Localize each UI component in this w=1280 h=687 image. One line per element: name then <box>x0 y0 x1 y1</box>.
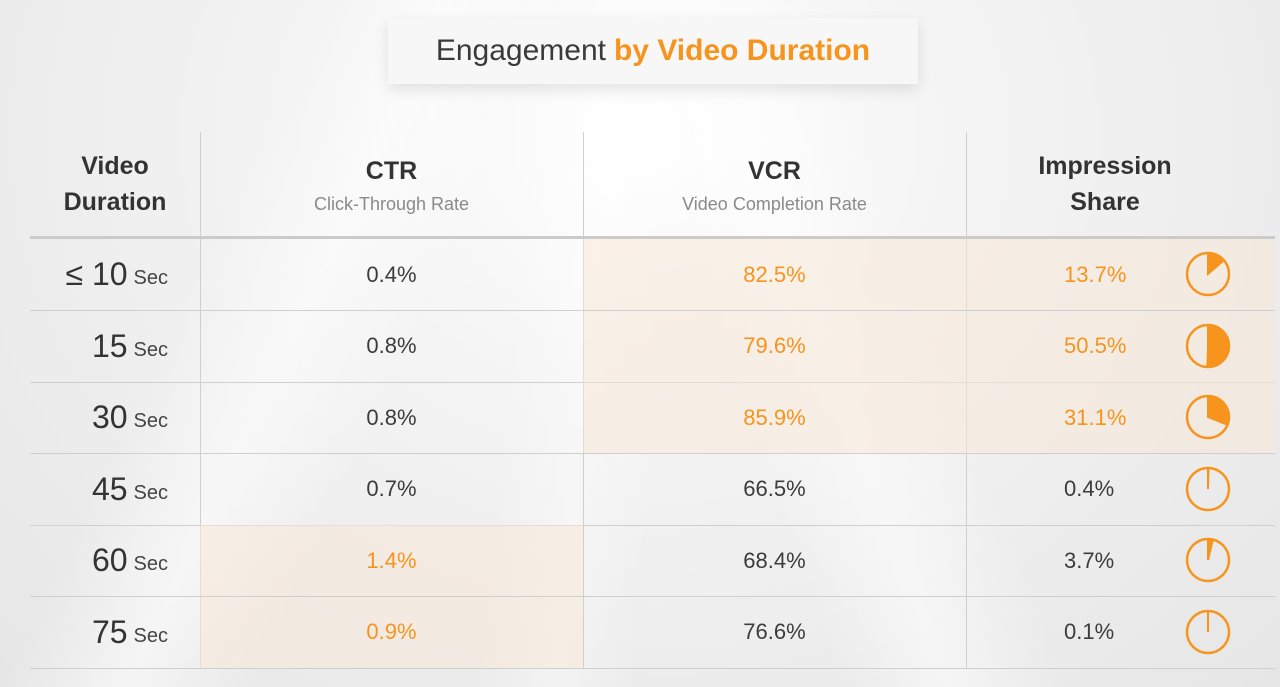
duration-value: 45 <box>91 470 128 507</box>
impression-share-value: 0.4% <box>1064 476 1115 501</box>
ctr-cell: 0.4% <box>200 239 583 310</box>
vcr-cell: 76.6% <box>583 597 966 668</box>
vcr-cell: 82.5% <box>583 239 966 310</box>
impression-share-value: 0.1% <box>1064 619 1115 644</box>
vcr-cell: 68.4% <box>583 525 966 596</box>
duration-unit: Sec <box>133 481 168 504</box>
vcr-value: 82.5% <box>743 261 806 287</box>
share-pie-icon <box>1185 251 1231 297</box>
vcr-cell: 79.6% <box>583 310 966 382</box>
duration-value: 30 <box>91 399 128 435</box>
pie-slice <box>1206 323 1230 368</box>
duration-cell: 15 Sec <box>30 311 200 382</box>
table-row: 30 Sec 0.8% 85.9% 31.1% <box>30 382 1275 454</box>
share-pie-icon <box>1185 394 1231 440</box>
vcr-value: 85.9% <box>743 404 806 430</box>
pie-slice <box>1207 251 1226 277</box>
share-pie-icon <box>1185 609 1231 654</box>
duration-cell: 45 Sec <box>30 454 200 525</box>
ctr-cell: 0.8% <box>200 311 583 382</box>
header-vcr-sub: Video Completion Rate <box>682 193 867 214</box>
duration-value: ≤ 10 <box>65 256 128 292</box>
header-ctr: CTR Click-Through Rate <box>200 132 583 236</box>
duration-value: 75 <box>91 613 128 650</box>
impression-share-cell: 3.7% <box>966 525 1275 596</box>
vcr-cell: 66.5% <box>583 454 966 525</box>
title-accent: by Video Duration <box>613 34 871 67</box>
header-duration-label: Video Duration <box>63 151 167 216</box>
duration-cell: 30 Sec <box>30 382 200 453</box>
pie-slice <box>1207 466 1210 489</box>
header-vcr: VCR Video Completion Rate <box>583 132 966 236</box>
header-ctr-label: CTR <box>365 157 418 186</box>
ctr-value: 0.7% <box>366 476 417 501</box>
duration-unit: Sec <box>133 624 168 647</box>
ctr-value: 0.8% <box>366 333 417 358</box>
duration-value: 60 <box>91 542 128 578</box>
impression-share-value: 50.5% <box>1064 333 1127 358</box>
pie-slice <box>1207 537 1215 561</box>
ctr-cell: 1.4% <box>200 525 583 596</box>
ctr-cell: 0.8% <box>200 382 583 453</box>
ctr-value: 0.9% <box>366 619 417 644</box>
share-pie-icon <box>1185 323 1231 368</box>
vcr-value: 66.5% <box>743 476 806 501</box>
column-divider <box>200 132 201 668</box>
header-vcr-label: VCR <box>748 157 801 186</box>
table-row: 45 Sec 0.7% 66.5% 0.4% <box>30 454 1275 526</box>
duration-unit: Sec <box>133 338 168 361</box>
duration-unit: Sec <box>133 267 168 289</box>
duration-cell: ≤ 10 Sec <box>30 239 200 310</box>
impression-share-cell: 0.4% <box>966 454 1275 525</box>
ctr-value: 0.8% <box>366 404 417 430</box>
vcr-value: 79.6% <box>743 333 806 358</box>
header-ctr-sub: Click-Through Rate <box>313 193 470 214</box>
impression-share-value: 3.7% <box>1064 547 1115 573</box>
duration-unit: Sec <box>133 553 168 575</box>
vcr-cell: 85.9% <box>583 382 966 453</box>
header-rule <box>30 236 1275 239</box>
chart-title: Engagement by Video Duration <box>388 18 918 84</box>
ctr-cell: 0.9% <box>200 596 583 668</box>
share-pie-icon <box>1185 537 1231 583</box>
vcr-value: 76.6% <box>743 619 806 644</box>
table-row: 15 Sec 0.8% 79.6% 50.5% <box>30 310 1275 383</box>
title-plain: Engagement <box>435 34 606 67</box>
table-row: 75 Sec 0.9% 76.6% 0.1% <box>30 596 1275 669</box>
header-duration: Video Duration <box>30 132 200 236</box>
duration-unit: Sec <box>133 410 168 432</box>
duration-cell: 75 Sec <box>30 597 200 668</box>
impression-share-cell: 0.1% <box>966 597 1275 668</box>
duration-cell: 60 Sec <box>30 525 200 596</box>
ctr-cell: 0.7% <box>200 454 583 525</box>
ctr-value: 1.4% <box>366 547 417 573</box>
impression-share-value: 13.7% <box>1064 261 1127 287</box>
share-pie-icon <box>1185 466 1231 511</box>
header-share: Impression Share <box>936 132 1274 236</box>
vcr-value: 68.4% <box>743 547 806 573</box>
table-row: ≤ 10 Sec 0.4% 82.5% 13.7% <box>30 239 1275 311</box>
impression-share-cell: 13.7% <box>966 239 1275 310</box>
ctr-value: 0.4% <box>366 261 417 287</box>
impression-share-value: 31.1% <box>1064 404 1127 430</box>
duration-value: 15 <box>91 327 128 364</box>
header-share-label: Impression Share <box>1038 151 1172 216</box>
pie-slice <box>1207 394 1230 427</box>
table-row: 60 Sec 1.4% 68.4% 3.7% <box>30 525 1275 597</box>
